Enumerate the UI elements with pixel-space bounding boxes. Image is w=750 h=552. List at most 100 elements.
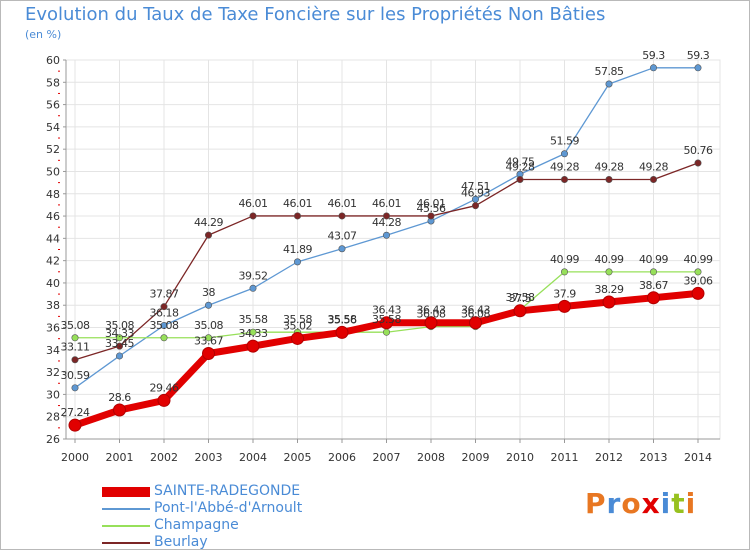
y-tick-label: 46 <box>46 210 60 223</box>
data-label: 50.76 <box>684 144 713 157</box>
data-point-3 <box>338 212 346 220</box>
x-tick-label: 2008 <box>417 451 445 464</box>
data-label: 57.85 <box>595 65 624 78</box>
x-tick-label: 2001 <box>106 451 134 464</box>
data-label: 49.28 <box>506 160 535 173</box>
data-label: 33.45 <box>105 337 134 350</box>
data-point-3 <box>516 175 524 183</box>
data-point-0 <box>380 316 393 330</box>
data-point-0 <box>558 299 571 313</box>
logo-letter: P <box>585 487 607 520</box>
data-label: 47.51 <box>461 180 490 193</box>
data-label: 33.67 <box>194 335 223 348</box>
y-tick-label: 44 <box>46 232 60 245</box>
y-tick-label: 48 <box>46 188 60 201</box>
y-tick-label: 42 <box>46 255 60 268</box>
data-point-0 <box>513 304 527 318</box>
x-tick-label: 2004 <box>239 451 267 464</box>
data-label: 36.18 <box>150 307 179 320</box>
y-tick-label: 54 <box>46 121 60 134</box>
chart-title: Evolution du Taux de Taxe Foncière sur l… <box>25 4 606 25</box>
data-label: 36.43 <box>461 304 490 317</box>
data-label: 46.93 <box>461 187 490 200</box>
chart-subtitle: (en %) <box>25 28 62 41</box>
data-label: 36.08 <box>417 308 446 321</box>
data-label: 46.01 <box>372 197 401 210</box>
proxiti-logo: Proxiti <box>585 487 696 520</box>
data-label: 40.99 <box>550 253 579 266</box>
data-point-1 <box>560 150 568 158</box>
data-point-1 <box>116 352 124 360</box>
data-point-1 <box>382 231 390 239</box>
data-label: 46.01 <box>328 197 357 210</box>
legend-label: Beurlay <box>154 534 208 550</box>
data-label: 49.75 <box>506 155 535 168</box>
data-point-1 <box>694 64 702 72</box>
y-tick-label: 58 <box>46 76 60 89</box>
data-label: 38.29 <box>595 283 624 296</box>
data-point-3 <box>605 175 613 183</box>
data-point-0 <box>157 393 171 407</box>
data-point-0 <box>602 295 616 309</box>
y-tick-label: 40 <box>46 277 60 290</box>
data-label: 49.28 <box>550 160 579 173</box>
logo-letter: i <box>660 487 672 520</box>
data-point-3 <box>293 212 301 220</box>
data-point-3 <box>427 212 435 220</box>
data-label: 34.33 <box>105 327 134 340</box>
data-label: 40.99 <box>684 253 713 266</box>
data-label: 44.28 <box>372 216 401 229</box>
data-point-2 <box>382 328 390 336</box>
data-point-2 <box>249 328 257 336</box>
legend-label: Champagne <box>154 517 239 533</box>
data-label: 35.08 <box>194 319 223 332</box>
data-point-3 <box>694 159 702 167</box>
data-label: 35.02 <box>283 319 312 332</box>
data-point-3 <box>205 231 213 239</box>
y-tick-label: 38 <box>46 299 60 312</box>
logo-letter: x <box>641 487 661 520</box>
legend-label: Pont-l'Abbé-d'Arnoult <box>154 500 303 516</box>
y-tick-label: 50 <box>46 165 60 178</box>
logo-letter: t <box>671 487 686 520</box>
data-label: 39.06 <box>684 274 713 287</box>
legend-swatch <box>102 487 150 497</box>
data-label: 39.52 <box>239 269 268 282</box>
data-point-3 <box>382 212 390 220</box>
data-label: 51.59 <box>550 135 579 148</box>
data-point-0 <box>113 403 126 417</box>
x-tick-label: 2013 <box>640 451 668 464</box>
data-label: 46.01 <box>283 197 312 210</box>
data-label: 36.43 <box>417 304 446 317</box>
data-point-3 <box>560 175 568 183</box>
x-tick-label: 2011 <box>551 451 579 464</box>
data-point-0 <box>691 286 705 300</box>
data-label: 34.33 <box>239 327 268 340</box>
x-tick-label: 2007 <box>373 451 401 464</box>
data-point-2 <box>649 268 657 276</box>
legend-swatch <box>102 508 150 510</box>
y-tick-label: 36 <box>46 322 60 335</box>
data-point-0 <box>647 291 660 305</box>
y-tick-label: 28 <box>46 411 60 424</box>
data-point-3 <box>249 212 257 220</box>
data-label: 38 <box>202 286 215 299</box>
data-label: 41.89 <box>283 243 312 256</box>
data-point-1 <box>205 301 213 309</box>
data-point-1 <box>160 322 168 330</box>
data-point-0 <box>469 316 482 330</box>
x-tick-label: 2002 <box>150 451 178 464</box>
data-label: 59.3 <box>642 49 665 62</box>
x-tick-label: 2006 <box>328 451 356 464</box>
data-point-1 <box>649 64 657 72</box>
x-tick-label: 2003 <box>195 451 223 464</box>
data-label: 40.99 <box>595 253 624 266</box>
x-tick-label: 2009 <box>462 451 490 464</box>
data-label: 45.56 <box>417 202 446 215</box>
x-tick-label: 2000 <box>61 451 89 464</box>
data-label: 40.99 <box>639 253 668 266</box>
data-label: 35.58 <box>283 313 312 326</box>
data-label: 37.87 <box>150 288 179 301</box>
y-tick-label: 26 <box>46 433 60 446</box>
